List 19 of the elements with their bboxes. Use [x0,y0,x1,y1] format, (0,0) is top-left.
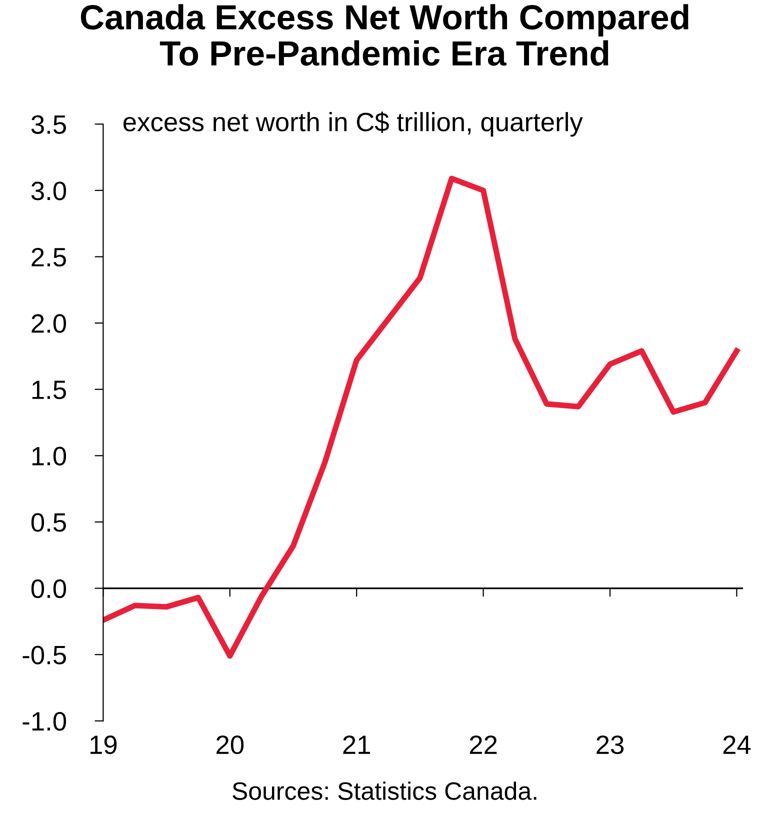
x-tick-label: 19 [90,735,117,754]
y-tick-label: 2.5 [32,248,66,267]
y-tick-label: 1.0 [32,446,66,466]
x-tick-label: 20 [216,735,244,754]
x-tick-label: 24 [723,735,751,754]
y-tick-label: 3.5 [31,115,66,134]
y-tick-label: -1.0 [22,712,66,731]
x-tick-label: 23 [596,735,624,754]
x-tick-label: 21 [343,735,370,754]
chart-title: Canada Excess Net Worth Compared To Pre-Pandemic Era Trend [80,4,688,66]
y-tick-label: 0.0 [31,579,66,598]
y-tick-label: -0.5 [22,646,66,664]
y-tick-label: 2.0 [32,314,66,333]
x-tick-label: 22 [470,735,497,754]
y-tick-label: 1.5 [32,380,66,400]
y-tick-label: 0.5 [31,513,66,532]
y-tick-label: 3.0 [31,182,66,200]
y-axis-title: excess net worth in C$ trillion, quarterly [124,112,583,137]
source-note: Sources: Statistics Canada. [232,782,536,800]
